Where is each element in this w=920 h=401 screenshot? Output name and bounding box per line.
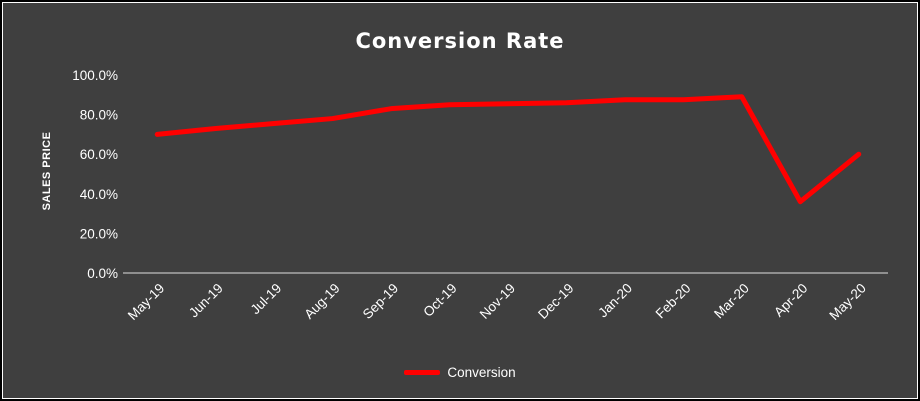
chart-title: Conversion Rate	[355, 29, 565, 53]
x-tick-label: Oct-19	[420, 281, 459, 320]
y-tick-label: 100.0%	[72, 68, 118, 83]
x-tick-label: Dec-19	[535, 281, 576, 322]
x-tick-label: May-20	[826, 281, 868, 323]
y-tick-label: 80.0%	[80, 108, 118, 123]
x-tick-label: Apr-20	[771, 281, 810, 320]
x-tick-label: Nov-19	[477, 281, 518, 322]
chart-canvas: Conversion Rate SALES PRICE 0.0% 20.0% 40.…	[3, 3, 917, 398]
legend-label-conversion: Conversion	[447, 365, 516, 380]
y-tick-label: 60.0%	[80, 147, 118, 162]
x-tick-label: Mar-20	[711, 281, 752, 322]
x-tick-label: Jun-19	[186, 281, 226, 321]
legend: Conversion	[3, 365, 917, 380]
x-tick-label: Jul-19	[248, 281, 285, 318]
y-tick-label: 20.0%	[80, 226, 118, 241]
x-tick-label: May-19	[125, 281, 167, 323]
legend-marker-conversion	[404, 370, 441, 375]
x-tick-label: Feb-20	[653, 281, 694, 322]
series-line-conversion	[154, 94, 862, 205]
plot-area: 0.0% 20.0% 40.0% 60.0% 80.0% 100.0% May-19 Jun-…	[72, 68, 888, 323]
x-tick-label: Jan-20	[595, 281, 635, 321]
y-tick-label: 40.0%	[80, 187, 118, 202]
y-tick-label: 0.0%	[87, 266, 118, 281]
x-tick-label: Sep-19	[360, 281, 401, 322]
x-tick-label: Aug-19	[301, 281, 342, 322]
